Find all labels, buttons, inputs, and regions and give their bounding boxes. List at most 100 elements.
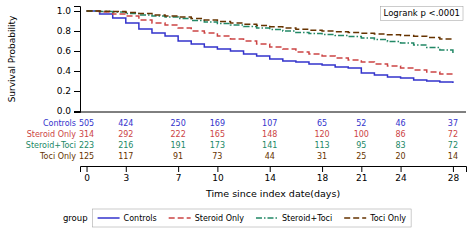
y-tick: 0.2 (57, 86, 80, 96)
at-risk-value: 107 (262, 119, 277, 128)
at-risk-value: 72 (448, 130, 458, 139)
y-tick-label: 0.6 (57, 46, 72, 56)
at-risk-value: 100 (354, 130, 369, 139)
at-risk-value: 44 (265, 152, 275, 161)
x-tick: 3 (123, 166, 129, 183)
legend-swatch (344, 217, 366, 219)
y-tick: 0.0 (57, 106, 80, 116)
y-tick-label: 0.4 (57, 66, 72, 76)
at-risk-value: 292 (118, 130, 133, 139)
at-risk-value: 250 (170, 119, 185, 128)
x-tick-label: 24 (395, 173, 407, 183)
at-risk-value: 191 (170, 141, 185, 150)
x-tick-label: 14 (265, 173, 277, 183)
y-tick: 1.0 (57, 6, 80, 16)
y-tick-label: 1.0 (57, 6, 72, 16)
legend: group ControlsSteroid OnlySteroid+TociToc… (63, 209, 411, 227)
x-tick-mark (453, 166, 454, 172)
x-tick-mark (401, 166, 402, 172)
legend-swatch (98, 217, 120, 219)
legend-frame (93, 209, 412, 227)
y-tick-mark (74, 11, 80, 12)
legend-label: Toci Only (369, 214, 406, 223)
x-tick: 14 (265, 166, 277, 183)
legend-label: Controls (124, 214, 157, 223)
chart: 0.0 0.2 0.4 0.6 0.8 1.0 Survival Probability Lo… (0, 0, 474, 239)
at-risk-value: 37 (448, 119, 458, 128)
legend-items: ControlsSteroid OnlySteroid+TociToci Onl… (98, 214, 407, 223)
at-risk-value: 83 (395, 141, 405, 150)
y-tick-label: 0.2 (57, 86, 71, 96)
x-axis-title: Time since index date(days) (205, 188, 340, 199)
x-tick-label: 7 (176, 173, 182, 183)
at-risk-value: 72 (448, 141, 458, 150)
x-tick-mark (178, 166, 179, 172)
y-tick: 0.4 (57, 66, 80, 76)
y-tick-mark (74, 31, 80, 32)
annotation-text: Logrank p <.0001 (384, 8, 460, 18)
x-axis-line (81, 167, 467, 173)
x-axis: 0 3 7 10 14 18 21 24 28 (81, 166, 467, 183)
at-risk-value: 125 (79, 152, 94, 161)
plot-area (87, 11, 453, 83)
at-risk-value: 52 (356, 119, 366, 128)
y-axis-title: Survival Probability (7, 15, 17, 102)
at-risk-group-label: Toci Only (39, 152, 76, 161)
at-risk-value: 314 (79, 130, 94, 139)
annotation-box (381, 6, 463, 20)
legend-swatch (169, 217, 191, 219)
at-risk-value: 141 (262, 141, 277, 150)
at-risk-value: 31 (317, 152, 327, 161)
at-risk-value: 46 (395, 119, 405, 128)
x-tick-mark (126, 166, 127, 172)
at-risk-value: 505 (79, 119, 94, 128)
x-tick-label: 0 (84, 173, 90, 183)
y-tick-label: 0.0 (57, 106, 72, 116)
at-risk-value: 65 (317, 119, 327, 128)
legend-title: group (63, 213, 88, 223)
y-tick-label: 0.8 (57, 26, 72, 36)
at-risk-table: Controls50542425016910765524637Steroid O… (26, 119, 458, 161)
y-tick-mark (74, 111, 80, 112)
x-tick-mark (270, 166, 271, 172)
survival-line (87, 11, 453, 83)
y-tick: 0.8 (57, 26, 80, 36)
at-risk-value: 222 (170, 130, 185, 139)
x-tick: 7 (176, 166, 182, 183)
x-tick-label: 18 (317, 173, 329, 183)
at-risk-value: 165 (210, 130, 225, 139)
at-risk-value: 73 (212, 152, 222, 161)
at-risk-group-label: Controls (43, 119, 76, 128)
at-risk-value: 113 (314, 141, 329, 150)
x-tick-mark (217, 166, 218, 172)
y-tick-mark (74, 51, 80, 52)
at-risk-value: 223 (79, 141, 94, 150)
at-risk-value: 95 (356, 141, 366, 150)
at-risk-value: 424 (118, 119, 133, 128)
x-tick-label: 3 (123, 173, 129, 183)
at-risk-group-label: Steroid Only (27, 130, 77, 139)
at-risk-value: 91 (173, 152, 183, 161)
at-risk-group-label: Steroid+Toci (26, 141, 76, 150)
x-tick-mark (361, 166, 362, 172)
annotation: Logrank p <.0001 (381, 6, 463, 20)
at-risk-value: 86 (395, 130, 405, 139)
plot-bottom-line (80, 112, 466, 113)
x-tick: 24 (395, 166, 407, 183)
at-risk-value: 14 (448, 152, 458, 161)
x-tick: 0 (84, 166, 90, 183)
at-risk-value: 25 (356, 152, 366, 161)
at-risk-value: 216 (118, 141, 133, 150)
at-risk-value: 20 (395, 152, 405, 161)
x-tick: 18 (317, 166, 329, 183)
x-tick-label: 28 (448, 173, 460, 183)
at-risk-value: 173 (210, 141, 225, 150)
at-risk-value: 120 (314, 130, 329, 139)
y-tick: 0.6 (57, 46, 80, 56)
x-tick-label: 10 (212, 173, 224, 183)
y-axis: 0.0 0.2 0.4 0.6 0.8 1.0 (57, 6, 81, 116)
x-tick-mark (87, 166, 88, 172)
y-tick-mark (74, 71, 80, 72)
legend-label: Steroid+Toci (282, 214, 332, 223)
x-tick-label: 21 (356, 173, 367, 183)
